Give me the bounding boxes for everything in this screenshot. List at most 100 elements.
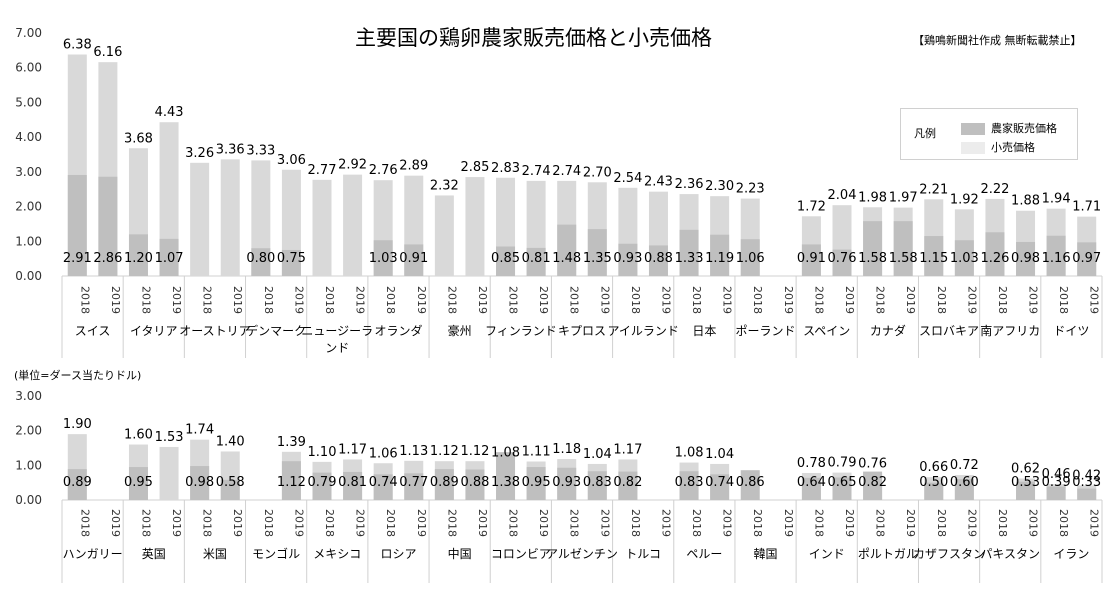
bar-retail <box>465 177 485 276</box>
bar-retail <box>434 195 454 276</box>
bar-farm <box>526 467 546 500</box>
x-category-label: ポーランド <box>736 324 796 338</box>
data-label-retail: 1.12 <box>430 444 459 459</box>
x-category-label: 中国 <box>448 546 472 561</box>
bar-farm <box>710 234 730 276</box>
x-tick-year: 2019 <box>598 286 611 314</box>
data-label-retail: 2.21 <box>919 182 948 197</box>
data-label-retail: 3.68 <box>124 131 153 146</box>
data-label-farm: 0.64 <box>797 475 826 490</box>
x-tick-year: 2018 <box>139 286 152 314</box>
data-label-retail: 0.66 <box>919 460 948 475</box>
data-label-retail: 2.70 <box>583 165 612 180</box>
x-category-label: カザフスタン <box>913 547 985 561</box>
bar-farm <box>618 243 638 276</box>
bar-farm <box>648 245 668 276</box>
data-label-farm: 0.95 <box>124 475 153 490</box>
data-label-retail: 1.06 <box>369 446 398 461</box>
data-label-farm: 1.03 <box>369 251 398 266</box>
x-category-label: ポルトガル <box>858 547 918 561</box>
data-label-retail: 4.43 <box>155 105 184 120</box>
bar-farm <box>373 474 393 500</box>
data-label-retail: 3.06 <box>277 153 306 168</box>
data-label-farm: 0.75 <box>277 251 306 266</box>
x-tick-year: 2019 <box>1027 509 1040 537</box>
bar-farm <box>863 471 883 500</box>
y-tick-label: 1.00 <box>15 234 42 248</box>
data-label-retail: 0.76 <box>858 457 887 472</box>
data-label-farm: 0.81 <box>338 475 367 490</box>
x-tick-year: 2019 <box>843 509 856 537</box>
x-tick-year: 2019 <box>354 286 367 314</box>
data-label-retail: 2.43 <box>644 175 673 190</box>
bar-farm <box>557 224 577 276</box>
y-tick-label: 1.00 <box>15 458 42 472</box>
data-label-retail: 2.77 <box>308 163 337 178</box>
x-category-label: スイス <box>75 324 111 338</box>
data-label-farm: 0.98 <box>185 475 214 490</box>
data-label-farm: 1.38 <box>491 475 520 490</box>
x-tick-year: 2018 <box>1057 286 1070 314</box>
x-tick-year: 2019 <box>659 286 672 314</box>
bar-farm <box>801 244 821 276</box>
data-label-farm: 0.88 <box>644 251 673 266</box>
data-label-retail: 1.90 <box>63 417 92 432</box>
data-label-farm: 1.06 <box>736 251 765 266</box>
bar-farm <box>863 221 883 276</box>
x-category-label: イタリア <box>130 324 178 338</box>
bar-farm <box>496 246 516 276</box>
x-tick-year: 2018 <box>445 509 458 537</box>
bar-retail <box>220 159 240 276</box>
data-label-retail: 2.74 <box>552 164 581 179</box>
data-label-farm: 0.93 <box>613 251 642 266</box>
data-label-farm: 0.33 <box>1072 475 1101 490</box>
x-tick-year: 2019 <box>109 509 122 537</box>
x-tick-year: 2018 <box>262 286 275 314</box>
x-category-label: イラン <box>1053 547 1089 561</box>
x-tick-year: 2019 <box>659 509 672 537</box>
data-label-farm: 0.91 <box>399 251 428 266</box>
x-tick-year: 2018 <box>1057 509 1070 537</box>
x-category-label: インド <box>809 547 845 561</box>
x-tick-year: 2019 <box>904 286 917 314</box>
x-tick-year: 2019 <box>170 286 183 314</box>
x-tick-year: 2019 <box>721 509 734 537</box>
x-tick-year: 2018 <box>384 286 397 314</box>
data-label-retail: 1.18 <box>552 442 581 457</box>
bar-farm <box>587 229 607 276</box>
data-label-retail: 1.53 <box>155 430 184 445</box>
bar-farm <box>251 248 271 276</box>
x-category-label: キプロス <box>558 324 606 338</box>
y-tick-label: 3.00 <box>15 389 42 403</box>
y-tick-label: 0.00 <box>15 493 42 507</box>
x-category-label: デンマーク <box>246 323 306 338</box>
x-tick-year: 2018 <box>935 509 948 537</box>
x-tick-year: 2018 <box>874 286 887 314</box>
data-label-farm: 0.82 <box>613 475 642 490</box>
data-label-farm: 0.83 <box>583 475 612 490</box>
data-label-farm: 0.77 <box>399 475 428 490</box>
bar-farm <box>404 473 424 500</box>
data-label-farm: 0.82 <box>858 475 887 490</box>
x-tick-year: 2018 <box>996 286 1009 314</box>
unit-label: (単位=ダース当たりドル) <box>14 369 142 382</box>
data-label-farm: 0.97 <box>1072 251 1101 266</box>
data-label-retail: 0.72 <box>950 458 979 473</box>
data-label-farm: 2.86 <box>93 251 122 266</box>
data-label-farm: 1.26 <box>980 251 1009 266</box>
x-category-label: ドイツ <box>1053 324 1089 338</box>
x-tick-year: 2018 <box>139 509 152 537</box>
chart-title: 主要国の鶏卵農家販売価格と小売価格 <box>355 26 712 50</box>
x-tick-year: 2019 <box>170 509 183 537</box>
data-label-farm: 1.12 <box>277 475 306 490</box>
x-category-label-line2: ンド <box>325 341 349 355</box>
data-label-retail: 0.79 <box>828 456 857 471</box>
x-tick-year: 2018 <box>507 509 520 537</box>
data-label-retail: 3.33 <box>246 143 275 158</box>
x-tick-year: 2018 <box>935 286 948 314</box>
x-tick-year: 2018 <box>262 509 275 537</box>
data-label-farm: 1.03 <box>950 251 979 266</box>
y-tick-label: 5.00 <box>15 95 42 109</box>
bar-farm <box>98 176 118 276</box>
bar-farm <box>924 482 944 500</box>
